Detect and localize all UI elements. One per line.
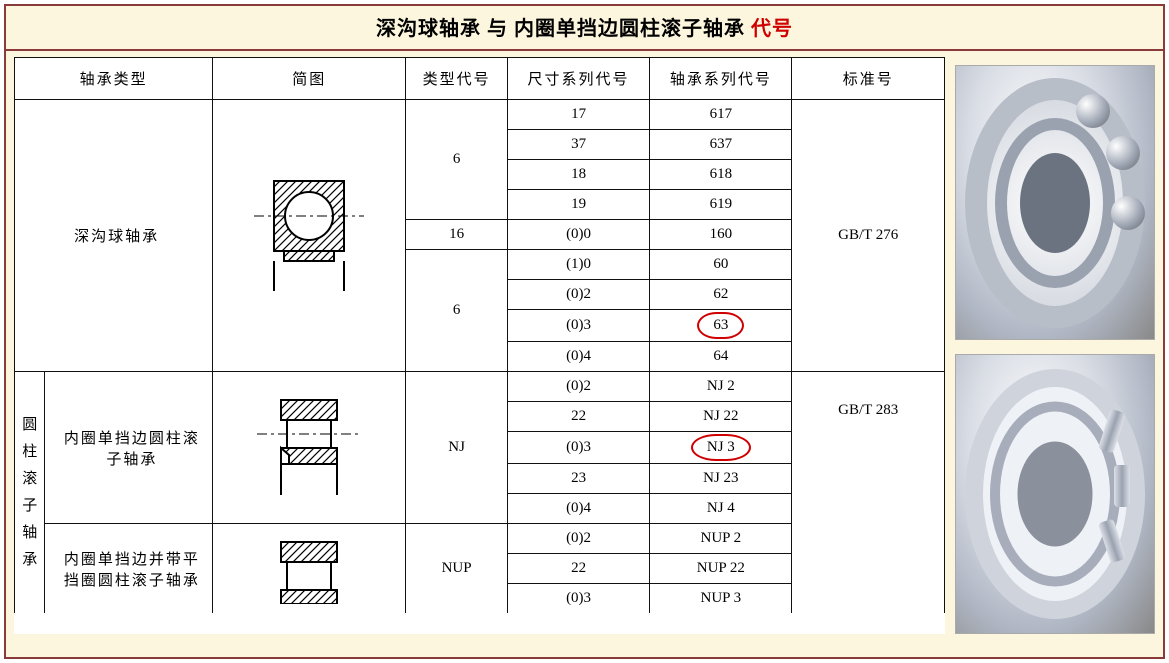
th-standard: 标准号 [792,58,945,100]
g1s3-typecode: 6 [406,250,508,372]
table-wrap: 轴承类型 简图 类型代号 尺寸系列代号 轴承系列代号 标准号 深沟球轴承 [14,57,945,634]
content-row: 轴承类型 简图 类型代号 尺寸系列代号 轴承系列代号 标准号 深沟球轴承 [6,51,1163,634]
group1-standard: GB/T 276 [792,100,945,372]
cell-dim: (0)4 [507,342,649,372]
cell-series: NJ 2 [650,372,792,402]
cell-series: NUP 3 [650,584,792,614]
cell-dim: (0)4 [507,494,649,524]
table-row: 深沟球轴承 [15,100,945,130]
group2a-diagram [213,372,406,524]
cell-series: 64 [650,342,792,372]
group2a-name: 内圈单挡边圆柱滚子轴承 [45,372,213,524]
th-typecode: 类型代号 [406,58,508,100]
cell-series-circled: 63 [650,310,792,342]
group2-sidelabel: 圆 柱 滚 子 轴 承 [15,372,45,614]
cell-dim: (1)0 [507,250,649,280]
group2b-diagram [213,524,406,614]
g2b-typecode: NUP [406,524,508,614]
cell-dim: (0)2 [507,372,649,402]
title-bar: 深沟球轴承 与 内圈单挡边圆柱滚子轴承 代号 [6,6,1163,51]
cell-series: 637 [650,130,792,160]
cell-dim: (0)3 [507,432,649,464]
bearing-code-table: 轴承类型 简图 类型代号 尺寸系列代号 轴承系列代号 标准号 深沟球轴承 [14,57,945,613]
cell-dim: 17 [507,100,649,130]
cell-dim: 19 [507,190,649,220]
g1s2-typecode: 16 [406,220,508,250]
nj-diagram-svg [249,385,369,510]
cell-dim: (0)3 [507,310,649,342]
title-text: 深沟球轴承 与 内圈单挡边圆柱滚子轴承 [376,18,751,40]
cell-series: 618 [650,160,792,190]
circled-value: NJ 3 [695,438,747,457]
cell-dim: 23 [507,464,649,494]
cylindrical-roller-bearing-photo [955,354,1155,634]
header-row: 轴承类型 简图 类型代号 尺寸系列代号 轴承系列代号 标准号 [15,58,945,100]
cell-dim: (0)2 [507,524,649,554]
cell-series: NUP 2 [650,524,792,554]
nup-diagram-svg [249,534,369,604]
circled-value: 63 [701,316,740,335]
th-dimcode: 尺寸系列代号 [507,58,649,100]
cell-dim: (0)0 [507,220,649,250]
deep-groove-diagram-svg [244,161,374,311]
title-highlight: 代号 [751,18,793,40]
cell-series: 160 [650,220,792,250]
g1s1-typecode: 6 [406,100,508,220]
group2-standard: GB/T 283 [792,372,945,614]
deep-groove-bearing-photo [955,65,1155,340]
cell-series-circled: NJ 3 [650,432,792,464]
cell-series: 60 [650,250,792,280]
table-row: 圆 柱 滚 子 轴 承 内圈单挡边圆柱滚子轴承 [15,372,945,402]
cell-dim: 37 [507,130,649,160]
cell-series: NUP 22 [650,554,792,584]
group1-diagram [213,100,406,372]
cell-series: 619 [650,190,792,220]
th-sketch: 简图 [213,58,406,100]
cell-dim: 18 [507,160,649,190]
side-images [955,57,1155,634]
cell-dim: 22 [507,554,649,584]
cell-series: NJ 23 [650,464,792,494]
group1-name: 深沟球轴承 [15,100,213,372]
document-frame: 深沟球轴承 与 内圈单挡边圆柱滚子轴承 代号 轴承类型 简图 类型代号 [4,4,1165,659]
cell-dim: (0)2 [507,280,649,310]
cell-dim: 22 [507,402,649,432]
cell-series: NJ 22 [650,402,792,432]
cell-series: 617 [650,100,792,130]
cell-series: 62 [650,280,792,310]
th-type: 轴承类型 [15,58,213,100]
cell-series: NJ 4 [650,494,792,524]
g2a-typecode: NJ [406,372,508,524]
th-seriescode: 轴承系列代号 [650,58,792,100]
group2b-name: 内圈单挡边并带平挡圈圆柱滚子轴承 [45,524,213,614]
cell-dim: (0)3 [507,584,649,614]
